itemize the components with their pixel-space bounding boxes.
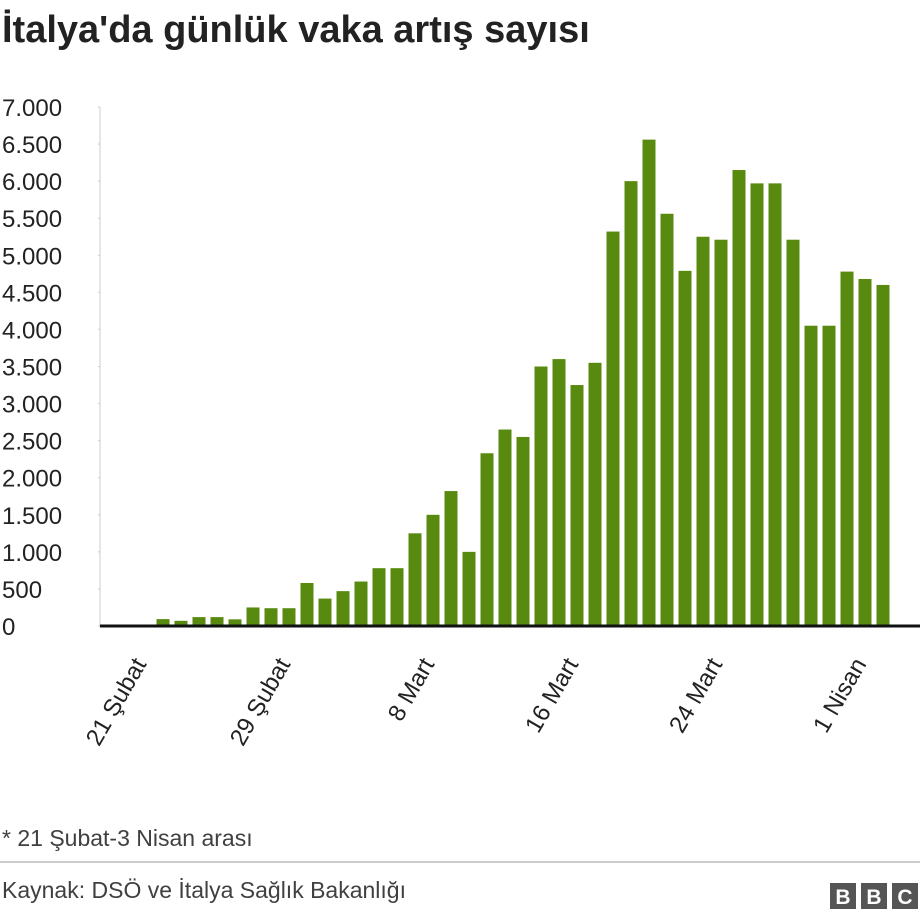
x-tick-label: 24 Mart [664, 653, 728, 737]
y-tick-label: 1.500 [2, 503, 62, 530]
bar [804, 325, 818, 626]
bar [174, 620, 188, 626]
bar [282, 608, 296, 626]
bar [372, 568, 386, 626]
source: Kaynak: DSÖ ve İtalya Sağlık Bakanlığı [2, 877, 406, 903]
x-tick-label: 21 Şubat [81, 653, 153, 750]
chart-title: İtalya'da günlük vaka artış sayısı [2, 9, 590, 51]
y-tick-label: 5.500 [2, 206, 62, 233]
y-tick-label: 6.500 [2, 132, 62, 159]
y-tick-label: 3.500 [2, 355, 62, 382]
y-tick-label: 5.000 [2, 243, 62, 270]
bar [210, 617, 224, 626]
bar [642, 139, 656, 626]
bbc-logo: B B C [830, 883, 918, 909]
bar [516, 436, 530, 626]
y-tick-label: 1.000 [2, 540, 62, 567]
bar [390, 568, 404, 626]
bar [786, 239, 800, 627]
bar [822, 325, 836, 626]
bar [552, 359, 566, 626]
x-tick-label: 1 Nisan [808, 654, 872, 738]
bar [228, 619, 242, 626]
bar [354, 581, 368, 626]
bar [840, 271, 854, 626]
bar [264, 608, 278, 626]
bar [336, 591, 350, 626]
bar [606, 231, 620, 626]
x-tick-label: 29 Şubat [225, 653, 297, 750]
bar [426, 514, 440, 626]
bar [858, 279, 872, 626]
y-tick-label: 7.000 [2, 95, 62, 122]
bar [768, 183, 782, 627]
bar [192, 617, 206, 626]
y-tick-label: 3.000 [2, 392, 62, 419]
bar [408, 533, 422, 626]
bar [462, 551, 476, 626]
bar [444, 491, 458, 626]
x-tick-label: 16 Mart [520, 653, 584, 737]
bar [876, 284, 890, 626]
svg-text:B: B [866, 886, 881, 909]
bar [588, 362, 602, 626]
x-tick-label: 8 Mart [383, 653, 441, 726]
note: * 21 Şubat-3 Nisan arası [2, 825, 253, 851]
svg-text:B: B [835, 886, 850, 909]
bar [660, 213, 674, 626]
y-tick-label: 0 [2, 614, 15, 641]
bar [498, 429, 512, 626]
bar [246, 607, 260, 626]
bar [156, 619, 170, 626]
y-tick-label: 500 [2, 577, 42, 604]
bar [318, 598, 332, 626]
bar [714, 239, 728, 627]
y-tick-label: 4.500 [2, 280, 62, 307]
bar [480, 453, 494, 626]
y-tick-label: 6.000 [2, 169, 62, 196]
bar [750, 183, 764, 627]
y-tick-label: 2.000 [2, 466, 62, 493]
bar [624, 181, 638, 626]
bar [696, 236, 710, 626]
svg-text:C: C [897, 886, 912, 909]
bar [570, 385, 584, 626]
bar [300, 582, 314, 626]
y-tick-label: 4.000 [2, 317, 62, 344]
y-tick-label: 2.500 [2, 429, 62, 456]
bar [678, 270, 692, 626]
bar [534, 366, 548, 626]
bar [732, 170, 746, 626]
